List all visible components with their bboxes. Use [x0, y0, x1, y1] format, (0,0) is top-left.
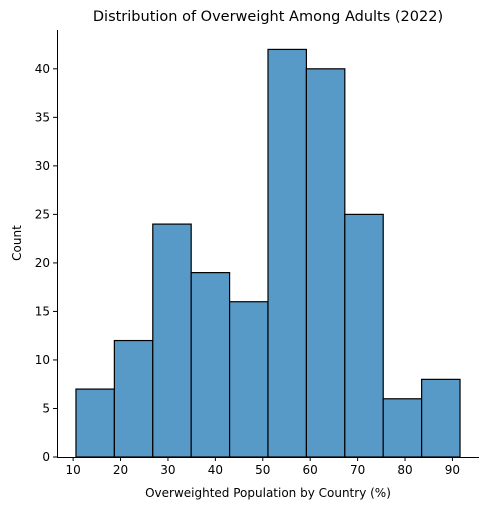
y-axis-ticks: 0 5 10 15 20 25 30 35 40	[35, 62, 57, 464]
histogram-bar-2	[152, 223, 192, 458]
y-axis-label: Count	[10, 225, 24, 261]
x-tick-label: 20	[113, 463, 128, 477]
histogram-bar-7	[344, 213, 384, 458]
x-tick-label: 30	[160, 463, 175, 477]
x-tick-label: 80	[397, 463, 412, 477]
y-tick-label: 15	[35, 304, 50, 318]
chart-title: Distribution of Overweight Among Adults …	[93, 9, 443, 25]
x-tick-label: 90	[445, 463, 460, 477]
histogram-bars	[75, 48, 461, 458]
y-tick-label: 0	[42, 450, 50, 464]
histogram-bar-9	[421, 378, 461, 458]
x-tick-label: 60	[303, 463, 318, 477]
y-tick-label: 20	[35, 256, 50, 270]
x-tick-label: 10	[65, 463, 80, 477]
x-axis-ticks: 10 20 30 40 50 60 70 80 90	[65, 457, 460, 477]
y-tick-label: 40	[35, 62, 50, 76]
x-tick-label: 50	[255, 463, 270, 477]
histogram-bar-8	[382, 398, 423, 458]
y-tick-label: 10	[35, 353, 50, 367]
histogram-bar-1	[113, 339, 154, 458]
histogram-bar-6	[305, 68, 346, 458]
x-tick-label: 70	[350, 463, 365, 477]
y-tick-label: 30	[35, 159, 50, 173]
x-axis-label: Overweighted Population by Country (%)	[145, 486, 391, 500]
histogram-bar-3	[190, 272, 231, 458]
y-tick-label: 25	[35, 207, 50, 221]
x-tick-label: 40	[208, 463, 223, 477]
y-tick-label: 5	[42, 401, 50, 415]
histogram-bar-4	[228, 301, 269, 458]
histogram-bar-0	[75, 388, 115, 458]
histogram-bar-5	[267, 48, 308, 458]
y-tick-label: 35	[35, 110, 50, 124]
